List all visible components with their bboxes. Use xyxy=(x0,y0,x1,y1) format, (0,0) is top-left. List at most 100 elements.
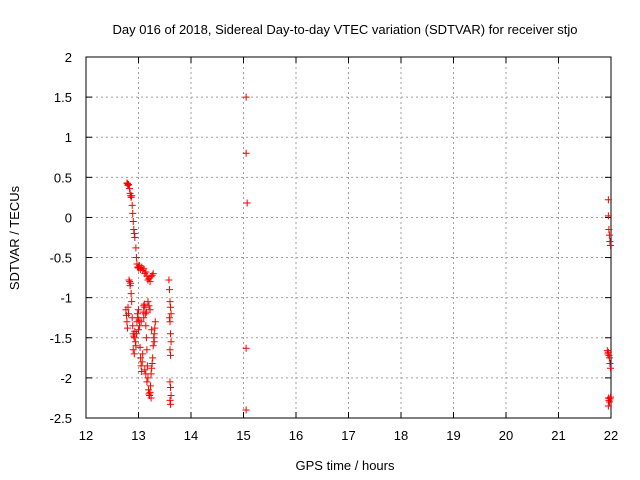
data-point xyxy=(130,225,138,233)
data-point xyxy=(143,362,151,370)
x-tick-label: 15 xyxy=(236,428,250,443)
x-tick-label: 21 xyxy=(551,428,565,443)
grid xyxy=(86,57,611,418)
data-point xyxy=(132,244,140,252)
data-point xyxy=(143,346,151,354)
data-point xyxy=(142,308,150,316)
data-point xyxy=(128,298,136,306)
data-point xyxy=(149,270,157,278)
data-point xyxy=(133,310,141,318)
data-point xyxy=(150,330,158,338)
data-point xyxy=(130,334,138,342)
data-point xyxy=(130,350,138,358)
x-tick-label: 14 xyxy=(184,428,198,443)
y-tick-label: 1.5 xyxy=(54,90,72,105)
data-point xyxy=(132,342,140,350)
data-point xyxy=(604,212,612,220)
data-point xyxy=(137,318,145,326)
data-point xyxy=(167,330,175,338)
x-tick-label: 12 xyxy=(79,428,93,443)
data-point xyxy=(128,192,136,200)
data-point xyxy=(167,351,175,359)
y-tick-label: -2 xyxy=(60,371,72,386)
y-tick-label: -1.5 xyxy=(50,331,72,346)
data-point xyxy=(605,396,613,404)
data-point xyxy=(141,310,149,318)
data-point xyxy=(140,300,148,308)
data-point xyxy=(123,324,131,332)
data-point xyxy=(242,344,250,352)
data-point xyxy=(606,364,614,372)
data-point xyxy=(142,268,150,276)
data-point xyxy=(242,93,250,101)
data-point xyxy=(141,303,149,311)
data-point xyxy=(242,149,250,157)
data-point xyxy=(606,238,614,246)
data-point xyxy=(165,276,173,284)
data-point xyxy=(606,395,614,403)
data-point xyxy=(166,378,174,386)
data-point xyxy=(149,354,157,362)
data-point xyxy=(126,278,134,286)
data-point xyxy=(135,326,142,334)
data-point xyxy=(166,346,174,354)
data-point xyxy=(604,350,612,358)
data-point xyxy=(604,348,612,356)
data-point xyxy=(142,370,150,378)
y-tick-label: 1 xyxy=(65,130,72,145)
data-point xyxy=(165,314,173,322)
data-point xyxy=(150,338,158,346)
data-point xyxy=(167,310,175,318)
data-point xyxy=(606,393,614,401)
data-point xyxy=(139,350,147,358)
data-point xyxy=(151,318,159,326)
data-point xyxy=(129,346,137,354)
data-point xyxy=(167,384,175,392)
data-point xyxy=(242,406,250,414)
data-point xyxy=(605,231,613,239)
data-point xyxy=(138,358,146,366)
data-point xyxy=(146,388,154,396)
x-tick-label: 17 xyxy=(341,428,355,443)
data-point xyxy=(166,396,174,404)
data-point xyxy=(147,394,155,402)
data-point xyxy=(167,303,175,311)
data-point xyxy=(125,310,133,318)
data-point xyxy=(140,314,148,322)
x-tick-label: 18 xyxy=(394,428,408,443)
data-point xyxy=(603,347,611,355)
data-point xyxy=(150,334,158,342)
data-point xyxy=(165,286,173,294)
data-point xyxy=(142,322,150,330)
data-point xyxy=(123,318,131,326)
data-point xyxy=(136,322,144,330)
data-point xyxy=(604,196,612,204)
y-tick-label: -2.5 xyxy=(50,411,72,426)
data-point xyxy=(604,402,612,410)
data-point xyxy=(124,303,132,311)
x-tick-label: 19 xyxy=(446,428,460,443)
data-point xyxy=(167,392,175,400)
data-point xyxy=(166,318,174,326)
data-point xyxy=(135,306,142,314)
x-tick-label: 16 xyxy=(289,428,303,443)
data-point xyxy=(167,338,175,346)
data-point xyxy=(129,322,137,330)
chart-title: Day 016 of 2018, Sidereal Day-to-day VTE… xyxy=(112,22,577,37)
data-point xyxy=(605,225,613,233)
data-point xyxy=(149,342,157,350)
data-point xyxy=(146,306,154,314)
data-point xyxy=(132,330,140,338)
data-point xyxy=(148,364,156,372)
data-point xyxy=(148,326,156,334)
data-point xyxy=(131,338,139,346)
data-point xyxy=(125,181,133,189)
data-point xyxy=(605,398,613,406)
data-point xyxy=(129,209,137,217)
data-point xyxy=(123,180,131,188)
data-point xyxy=(126,185,134,193)
data-point xyxy=(141,366,149,374)
data-point xyxy=(124,181,132,189)
x-tick-label: 20 xyxy=(499,428,513,443)
